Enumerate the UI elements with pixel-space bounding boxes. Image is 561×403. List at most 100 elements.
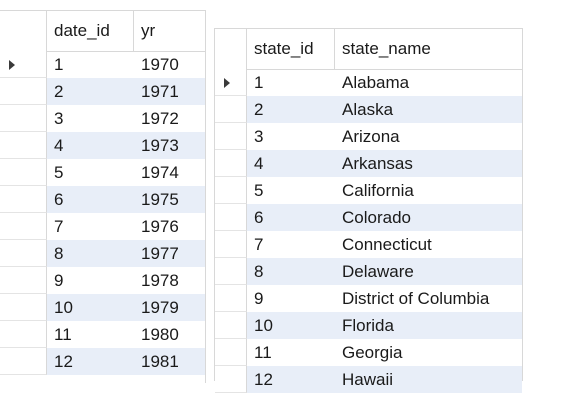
row-selector[interactable] bbox=[215, 312, 247, 339]
table-cell[interactable]: Alabama bbox=[342, 73, 410, 92]
row-selector[interactable] bbox=[0, 321, 47, 348]
table-cell[interactable]: 8 bbox=[54, 244, 64, 263]
row-selector[interactable] bbox=[0, 186, 47, 213]
table-cell[interactable]: Arkansas bbox=[342, 154, 413, 173]
table-row[interactable]: 3 1972 bbox=[0, 105, 205, 132]
column-header-state-id[interactable]: state_id bbox=[247, 29, 335, 69]
table-cell[interactable]: 2 bbox=[254, 100, 264, 119]
row-selector[interactable] bbox=[215, 339, 247, 366]
row-selector[interactable] bbox=[0, 105, 47, 132]
table-row[interactable]: 8 Delaware bbox=[215, 258, 522, 285]
row-selector[interactable] bbox=[215, 150, 247, 177]
row-selector[interactable] bbox=[215, 177, 247, 204]
table-cell[interactable]: 11 bbox=[254, 343, 272, 362]
row-selector[interactable] bbox=[0, 267, 47, 294]
table-cell[interactable]: Hawaii bbox=[342, 370, 394, 389]
table-cell[interactable]: 7 bbox=[54, 217, 64, 236]
table-row[interactable]: 10 Florida bbox=[215, 312, 522, 339]
table-row[interactable]: 5 California bbox=[215, 177, 522, 204]
row-selector[interactable] bbox=[215, 96, 247, 123]
table-cell[interactable]: 11 bbox=[54, 325, 72, 344]
table-row[interactable]: 11 Georgia bbox=[215, 339, 522, 366]
row-selector[interactable] bbox=[215, 258, 247, 285]
table-cell[interactable]: 10 bbox=[54, 298, 73, 317]
table-cell[interactable]: Georgia bbox=[342, 343, 403, 362]
table-cell[interactable]: 1975 bbox=[141, 190, 179, 209]
table-row[interactable]: 1 1970 bbox=[0, 51, 205, 78]
row-selector[interactable] bbox=[0, 78, 47, 105]
table-cell[interactable]: 1974 bbox=[141, 163, 179, 182]
table-row[interactable]: 12 Hawaii bbox=[215, 366, 522, 393]
table-cell[interactable]: 5 bbox=[254, 181, 264, 200]
table-row[interactable]: 1 Alabama bbox=[215, 69, 522, 96]
table-row[interactable]: 9 District of Columbia bbox=[215, 285, 522, 312]
table-cell[interactable]: 8 bbox=[254, 262, 264, 281]
table-row[interactable]: 5 1974 bbox=[0, 159, 205, 186]
column-header-yr[interactable]: yr bbox=[141, 21, 156, 40]
table-row[interactable]: 6 Colorado bbox=[215, 204, 522, 231]
table-cell[interactable]: Alaska bbox=[342, 100, 394, 119]
table-cell[interactable]: 2 bbox=[54, 82, 64, 101]
table-cell[interactable]: 6 bbox=[254, 208, 264, 227]
table-cell[interactable]: California bbox=[342, 181, 414, 200]
table-cell[interactable]: 1 bbox=[254, 73, 264, 92]
table-cell[interactable]: Connecticut bbox=[342, 235, 432, 254]
table-row[interactable]: 4 1973 bbox=[0, 132, 205, 159]
row-selector[interactable] bbox=[0, 240, 47, 267]
table-cell[interactable]: 1971 bbox=[141, 82, 179, 101]
table-cell[interactable]: 3 bbox=[54, 109, 64, 128]
column-header-state-name[interactable]: state_name bbox=[342, 39, 431, 58]
table-cell[interactable]: 1978 bbox=[141, 271, 179, 290]
table-row[interactable]: 8 1977 bbox=[0, 240, 205, 267]
table-cell[interactable]: 1981 bbox=[141, 352, 179, 371]
row-selector-header[interactable] bbox=[215, 29, 247, 69]
table-row[interactable]: 2 Alaska bbox=[215, 96, 522, 123]
table-row[interactable]: 4 Arkansas bbox=[215, 150, 522, 177]
table-cell[interactable]: 1977 bbox=[141, 244, 179, 263]
table-cell[interactable]: 1 bbox=[54, 55, 64, 74]
row-selector[interactable] bbox=[215, 285, 247, 312]
table-cell[interactable]: 1970 bbox=[141, 55, 179, 74]
table-row[interactable]: 3 Arizona bbox=[215, 123, 522, 150]
table-cell[interactable]: 5 bbox=[54, 163, 64, 182]
table-cell[interactable]: 12 bbox=[254, 370, 273, 389]
table-cell[interactable]: 3 bbox=[254, 127, 264, 146]
table-cell[interactable]: Delaware bbox=[342, 262, 414, 281]
row-selector[interactable] bbox=[0, 132, 47, 159]
row-selector[interactable] bbox=[215, 231, 247, 258]
table-cell[interactable]: 1973 bbox=[141, 136, 179, 155]
table-row[interactable]: 9 1978 bbox=[0, 267, 205, 294]
table-cell[interactable]: 9 bbox=[54, 271, 64, 290]
table-row[interactable]: 2 1971 bbox=[0, 78, 205, 105]
row-selector[interactable] bbox=[215, 204, 247, 231]
table-cell[interactable]: 1980 bbox=[141, 325, 179, 344]
row-selector[interactable] bbox=[0, 348, 47, 375]
table-cell[interactable]: Arizona bbox=[342, 127, 400, 146]
table-row[interactable]: 7 Connecticut bbox=[215, 231, 522, 258]
row-selector[interactable] bbox=[0, 159, 47, 186]
row-selector[interactable] bbox=[0, 213, 47, 240]
table-cell[interactable]: 6 bbox=[54, 190, 64, 209]
table-row[interactable]: 12 1981 bbox=[0, 348, 205, 375]
table-cell[interactable]: 10 bbox=[254, 316, 273, 335]
table-row[interactable]: 10 1979 bbox=[0, 294, 205, 321]
row-selector[interactable] bbox=[0, 294, 47, 321]
row-selector-header[interactable] bbox=[0, 11, 47, 51]
table-row[interactable]: 7 1976 bbox=[0, 213, 205, 240]
table-cell[interactable]: 9 bbox=[254, 289, 264, 308]
table-cell[interactable]: 1976 bbox=[141, 217, 179, 236]
table-cell[interactable]: 7 bbox=[254, 235, 264, 254]
table-cell[interactable]: 1979 bbox=[141, 298, 179, 317]
table-cell[interactable]: 1972 bbox=[141, 109, 179, 128]
row-selector[interactable] bbox=[0, 51, 47, 78]
table-cell[interactable]: Colorado bbox=[342, 208, 411, 227]
table-cell[interactable]: District of Columbia bbox=[342, 289, 490, 308]
table-cell[interactable]: Florida bbox=[342, 316, 394, 335]
table-row[interactable]: 11 1980 bbox=[0, 321, 205, 348]
row-selector[interactable] bbox=[215, 366, 247, 393]
table-cell[interactable]: 12 bbox=[54, 352, 73, 371]
table-row[interactable]: 6 1975 bbox=[0, 186, 205, 213]
row-selector[interactable] bbox=[215, 123, 247, 150]
table-cell[interactable]: 4 bbox=[54, 136, 64, 155]
column-header-date-id[interactable]: date_id bbox=[47, 11, 134, 51]
